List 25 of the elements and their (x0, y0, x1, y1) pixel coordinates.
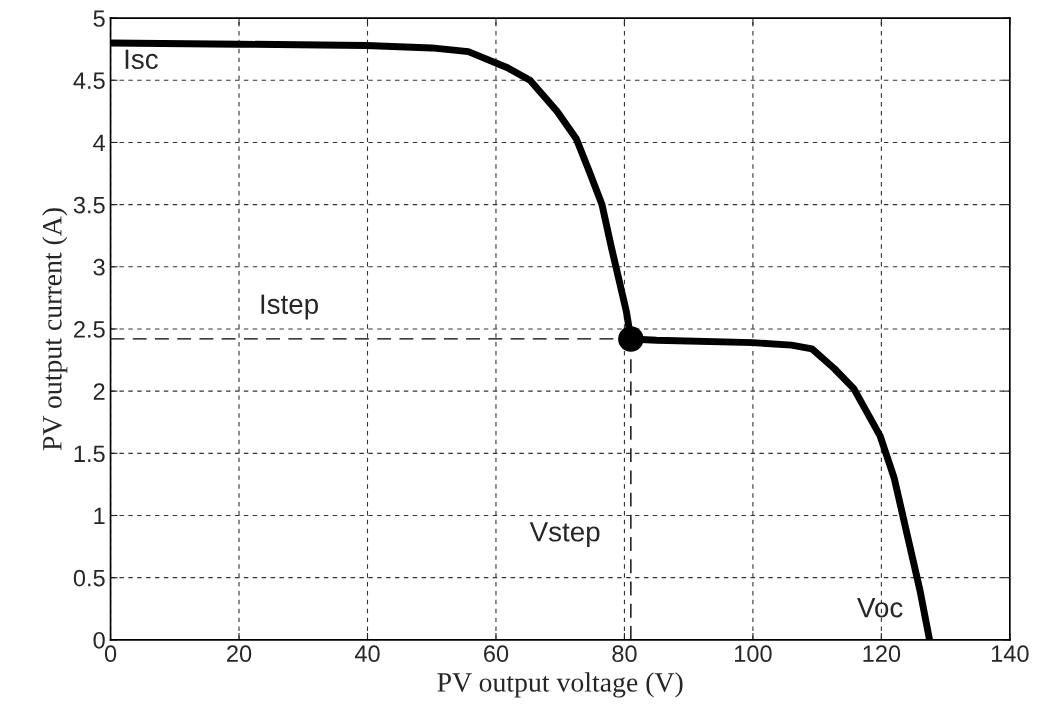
y-tick-label: 0 (93, 631, 105, 649)
y-tick-label: 1 (94, 507, 105, 525)
y-tick-label: 2 (93, 383, 105, 400)
annotation: Vstep (529, 522, 600, 548)
x-tick-label: 0 (104, 645, 117, 663)
x-tick-label: 80 (612, 645, 637, 663)
y-tick-label: 4.5 (73, 72, 105, 90)
x-tick-label: 100 (735, 645, 772, 663)
x-tick-label: 140 (991, 645, 1029, 663)
y-tick-label: 1.5 (74, 445, 105, 463)
y-tick-label: 0.5 (73, 569, 105, 587)
y-tick-label: 3 (93, 258, 105, 276)
annotation: Isc (125, 49, 158, 70)
x-tick-label: 120 (863, 645, 901, 663)
y-tick-label: 2.5 (74, 321, 105, 338)
x-tick-label: 20 (227, 645, 252, 663)
y-tick-label: 5 (93, 10, 105, 27)
x-tick-label: 60 (484, 645, 509, 663)
x-axis-title: PV output voltage (V) (437, 672, 683, 698)
x-tick-label: 40 (354, 645, 380, 663)
y-tick-label: 4 (93, 134, 105, 151)
annotation: Istep (261, 294, 318, 320)
annotation: Voc (857, 598, 903, 618)
y-axis-title: PV output current (A) (42, 208, 68, 451)
y-tick-label: 3.5 (73, 196, 105, 214)
